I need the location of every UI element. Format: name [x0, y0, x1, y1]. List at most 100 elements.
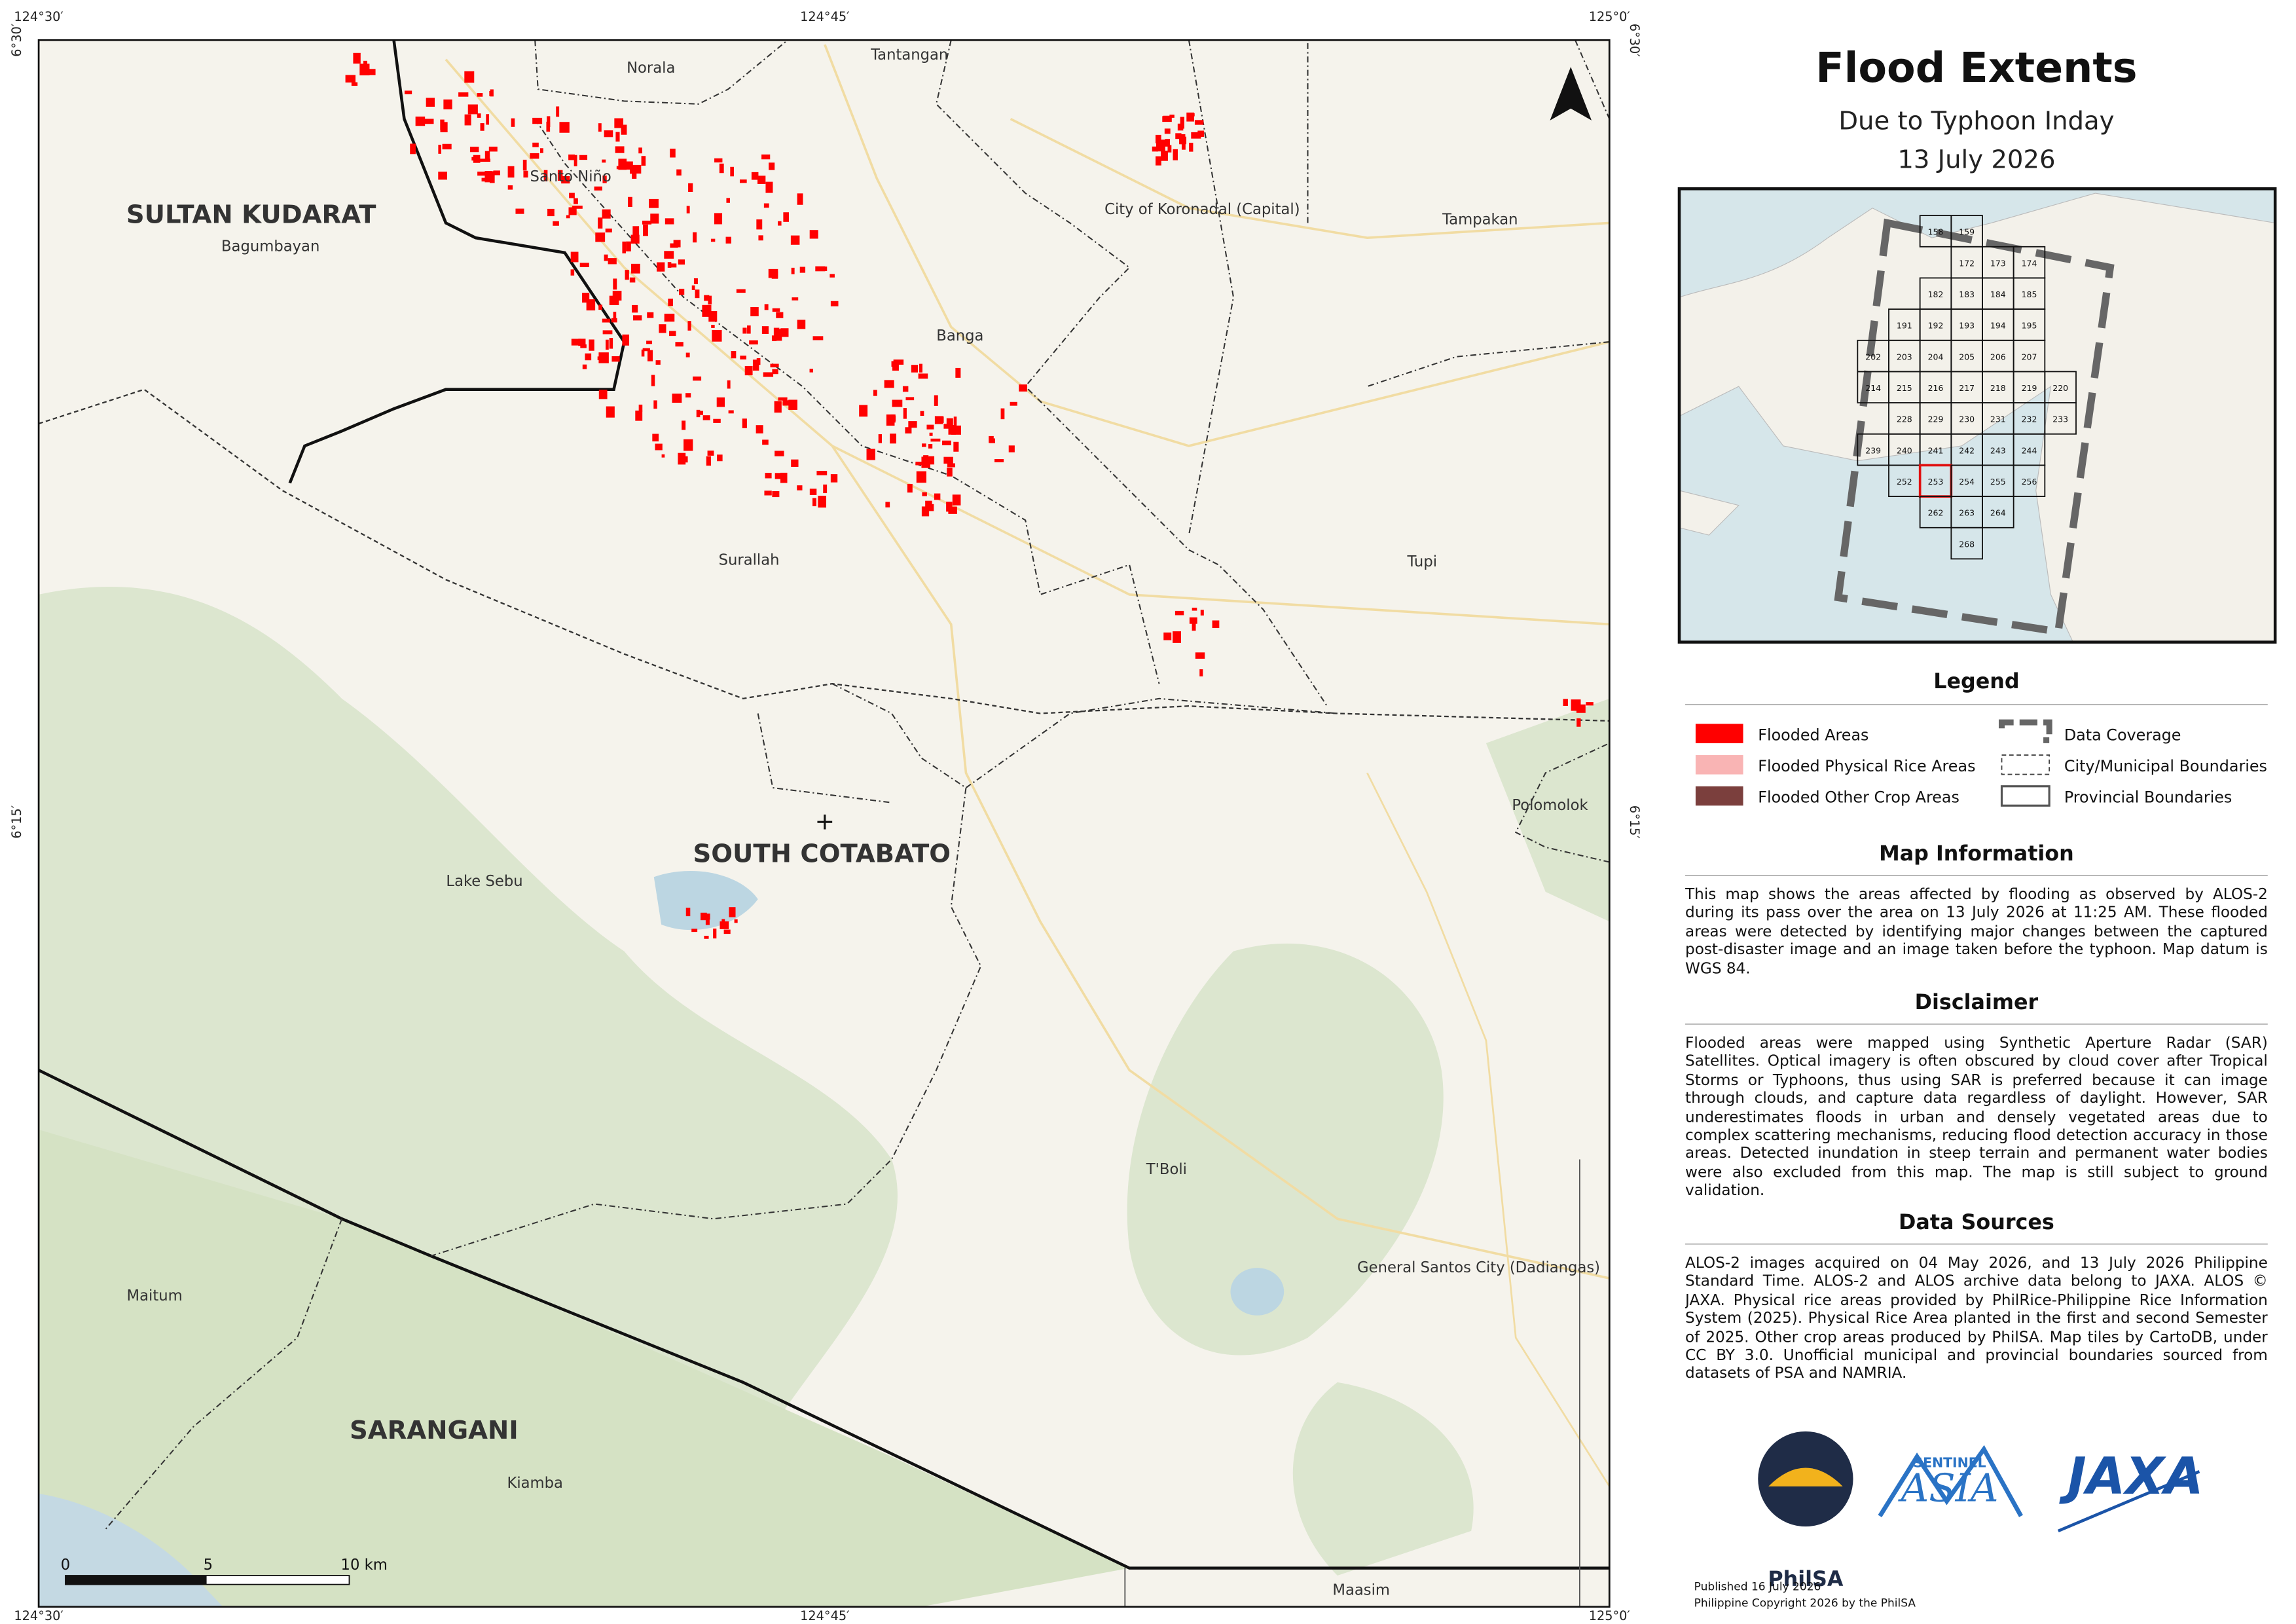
flood-patch: [948, 506, 957, 514]
flood-patch: [713, 418, 721, 423]
flood-patch: [942, 440, 951, 445]
place-label: T'Boli: [1146, 1161, 1187, 1178]
flood-patch: [626, 241, 631, 251]
flood-patch: [1576, 718, 1581, 727]
tile-label: 183: [1959, 289, 1975, 299]
section-title: Disclaimer: [1915, 991, 2039, 1014]
flood-patch: [464, 114, 471, 126]
flood-patch: [579, 155, 588, 160]
tile-grid: 158 159 172 173 174 182 183 184 185 191 192 193 194 1…: [1857, 215, 2077, 560]
section-title: Data Sources: [1899, 1211, 2054, 1234]
flood-patch: [797, 193, 803, 205]
flood-patch: [907, 483, 913, 493]
tile-label: 206: [1990, 352, 2006, 361]
flood-patch: [493, 170, 500, 175]
flood-patch: [651, 375, 655, 386]
flood-patch: [712, 329, 722, 342]
place-label: Maitum: [127, 1287, 183, 1304]
flood-patch: [467, 104, 478, 115]
cross-marker: [817, 814, 833, 830]
longitude-label: 124°30′: [14, 9, 63, 24]
flood-patch: [762, 439, 769, 445]
flood-patch: [1181, 143, 1186, 150]
flood-patch: [764, 490, 772, 496]
flood-patch: [630, 169, 635, 174]
tile-label: 262: [1928, 508, 1944, 518]
flood-patch: [670, 148, 676, 158]
province-label: SULTAN KUDARAT: [126, 200, 376, 229]
flood-patch: [1163, 115, 1171, 121]
scale-bar: [65, 1575, 350, 1585]
flood-patch: [602, 209, 611, 219]
flood-patch: [866, 449, 875, 460]
flood-patch: [769, 162, 775, 170]
flood-patch: [566, 215, 570, 219]
flood-patch: [953, 441, 959, 452]
longitude-label: 125°0′: [1589, 9, 1630, 24]
flood-patch: [612, 291, 622, 301]
logo-text: SENTINEL: [1913, 1454, 1986, 1470]
flood-patch: [438, 145, 442, 154]
flood-patch: [818, 496, 826, 508]
flood-patch: [684, 456, 688, 463]
tile-label: 255: [1990, 477, 2006, 487]
flood-patch: [1173, 631, 1181, 643]
flood-patch: [464, 71, 475, 83]
flood-patch: [507, 185, 513, 190]
date: 13 July 2026: [1897, 145, 2055, 174]
flood-patch: [891, 361, 896, 367]
legend-swatch: [1695, 755, 1743, 775]
flood-patch: [695, 289, 700, 299]
flood-patch: [940, 416, 944, 423]
flood-patch: [752, 360, 759, 371]
logo-text: JAXA: [2059, 1447, 2204, 1506]
flood-patch: [606, 339, 609, 350]
flood-patch: [443, 99, 452, 110]
flood-patch: [696, 409, 701, 418]
flood-patch: [622, 334, 630, 346]
tile-label: 268: [1959, 539, 1975, 549]
flood-patch: [570, 251, 579, 263]
flood-patch: [758, 235, 763, 241]
flood-patch: [749, 340, 758, 344]
tile-label: 233: [2052, 415, 2068, 424]
tile-label: 207: [2022, 352, 2037, 361]
flood-patch: [1008, 445, 1015, 452]
flood-patch: [515, 208, 524, 214]
tile-label: 205: [1959, 352, 1975, 361]
flood-patch: [647, 312, 654, 318]
flood-patch: [597, 356, 606, 361]
flood-patch: [623, 161, 633, 170]
flood-patch: [729, 907, 736, 917]
flood-patch: [751, 172, 759, 180]
flood-patch: [628, 196, 632, 208]
tile-label: 192: [1928, 321, 1944, 331]
tile-label: 253: [1928, 477, 1944, 487]
flood-patch: [830, 301, 839, 306]
flood-patch: [602, 330, 613, 335]
flood-patch: [1180, 117, 1184, 129]
flood-patch: [598, 390, 608, 399]
tile-label: 241: [1928, 445, 1944, 455]
longitude-label: 124°30′: [14, 1608, 63, 1623]
flood-patch: [1019, 384, 1027, 392]
scale-label: 5: [204, 1557, 213, 1574]
flood-patch: [675, 342, 683, 347]
flood-patch: [638, 147, 642, 154]
flood-patch: [763, 203, 769, 208]
flood-patch: [568, 154, 575, 160]
flood-patch: [532, 142, 539, 147]
flood-patch: [1175, 610, 1184, 616]
flood-patch: [598, 217, 603, 229]
flood-patch: [543, 170, 548, 181]
flood-patch: [606, 406, 615, 418]
flood-patch: [440, 119, 445, 130]
flood-patch: [632, 304, 638, 313]
flood-patch: [782, 400, 793, 406]
index-map: 158 159 172 173 174 182 183 184 185 191 192 193 194 1…: [1679, 189, 2276, 642]
flood-patch: [631, 263, 640, 274]
flood-patch: [611, 318, 617, 323]
flood-patch: [797, 320, 806, 329]
tile-label: 214: [1865, 383, 1881, 393]
flood-patch: [710, 238, 716, 242]
